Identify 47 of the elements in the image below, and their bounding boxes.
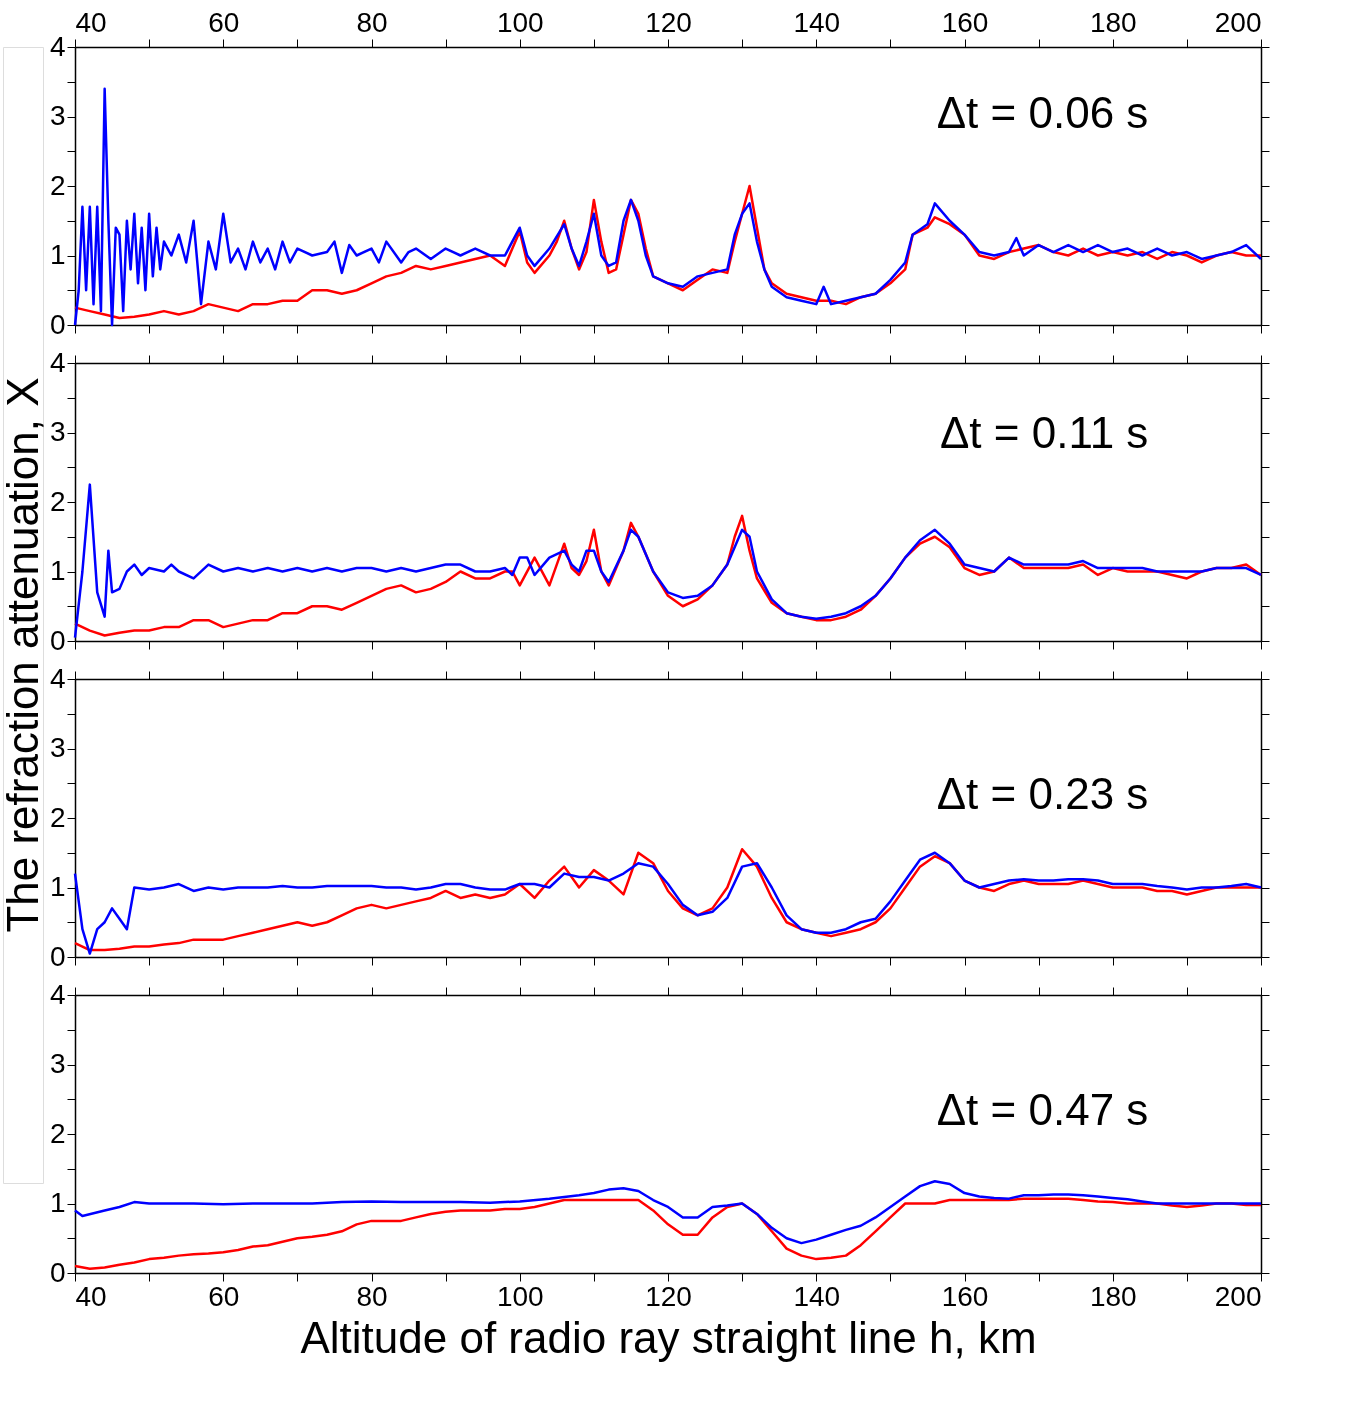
- y-tick-label: 1: [49, 1187, 66, 1218]
- x-tick-label: 60: [208, 6, 240, 38]
- y-tick-label: 3: [49, 416, 66, 447]
- x-tick-label: 200: [1214, 6, 1262, 38]
- y-tick-label: 1: [49, 239, 66, 270]
- y-tick-label: 2: [49, 1117, 66, 1149]
- y-tick-label: 0: [49, 1256, 66, 1288]
- y-tick-label: 4: [49, 978, 66, 1010]
- annotation: Δt = 0.06 s: [936, 88, 1149, 138]
- y-tick-label: 0: [49, 940, 66, 972]
- y-tick-label: 0: [49, 624, 66, 656]
- x-tick-label: 120: [645, 6, 692, 38]
- x-axis-title: Altitude of radio ray straight line h, km: [300, 1312, 1037, 1362]
- y-axis-title: The refraction attenuation, X: [0, 377, 47, 933]
- y-tick-label: 1: [49, 871, 66, 902]
- y-tick-label: 4: [49, 662, 66, 694]
- y-tick-label: 3: [49, 732, 66, 763]
- x-tick-label: 60: [208, 1280, 240, 1312]
- x-tick-label: 40: [75, 6, 107, 38]
- annotation: Δt = 0.47 s: [936, 1084, 1149, 1134]
- y-tick-label: 3: [49, 100, 66, 131]
- y-tick-label: 3: [49, 1048, 66, 1079]
- annotation: Δt = 0.23 s: [936, 768, 1149, 818]
- line-series: [73, 483, 1263, 639]
- x-tick-label: 180: [1089, 1280, 1137, 1312]
- y-tick-label: 2: [49, 169, 66, 201]
- x-tick-label: 160: [941, 1280, 989, 1312]
- line-series: [73, 1197, 1263, 1271]
- y-tick-label: 2: [49, 801, 66, 833]
- x-tick-label: 140: [793, 6, 841, 38]
- x-tick-label: 40: [75, 1280, 107, 1312]
- x-tick-label: 100: [496, 6, 544, 38]
- y-tick-label: 1: [49, 555, 66, 586]
- line-series: [73, 1180, 1263, 1245]
- y-tick-label: 4: [49, 30, 66, 62]
- x-tick-label: 80: [356, 6, 388, 38]
- x-tick-label: 160: [941, 6, 989, 38]
- annotation: Δt = 0.11 s: [939, 408, 1149, 458]
- x-tick-label: 120: [645, 1280, 692, 1312]
- x-tick-label: 200: [1214, 1280, 1262, 1312]
- x-tick-label: 140: [793, 1280, 841, 1312]
- x-tick-label: 80: [356, 1280, 388, 1312]
- y-tick-label: 2: [49, 485, 66, 517]
- y-tick-label: 4: [49, 346, 66, 378]
- y-tick-label: 0: [49, 308, 66, 340]
- x-tick-label: 180: [1089, 6, 1137, 38]
- x-tick-label: 100: [496, 1280, 544, 1312]
